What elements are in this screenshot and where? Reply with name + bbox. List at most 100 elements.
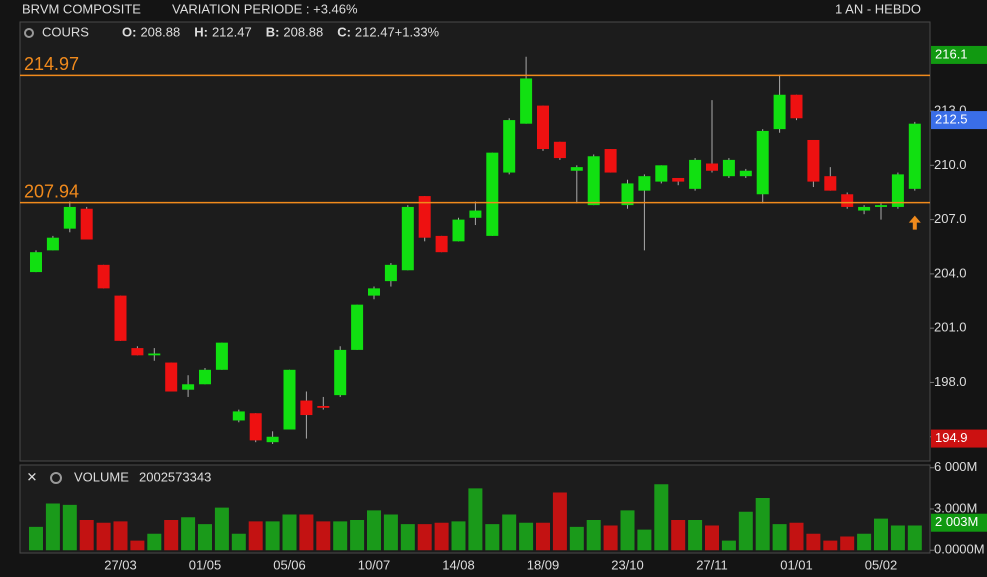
price-badge-label: 194.9: [935, 430, 968, 445]
candle-body: [587, 156, 600, 206]
volume-bar: [45, 503, 60, 551]
candle-body: [722, 159, 735, 177]
y-tick-label: 198.0: [934, 374, 967, 389]
candle-body: [30, 252, 42, 273]
candle-body: [97, 264, 110, 289]
candle-body: [604, 149, 617, 173]
volume-bar: [586, 520, 601, 551]
volume-bar: [198, 524, 212, 551]
candle-body: [824, 176, 837, 191]
volume-bar: [265, 521, 280, 551]
volume-bar: [907, 525, 922, 551]
candle-body: [435, 235, 448, 253]
candle-body: [672, 177, 685, 182]
close-icon[interactable]: ✕: [27, 469, 38, 484]
settings-icon[interactable]: [24, 28, 34, 38]
candle-body: [199, 369, 211, 385]
period[interactable]: 1 AN - HEBDO: [835, 1, 921, 16]
volume-bar: [772, 524, 787, 551]
volume-bar: [350, 520, 365, 551]
volume-badge: [931, 513, 987, 532]
volume-bar: [417, 524, 432, 551]
volume-bar: [552, 492, 567, 551]
volume-bar: [434, 522, 449, 551]
ohlc-key: B:: [266, 24, 280, 39]
volume-bar: [383, 514, 398, 551]
candle-body: [689, 159, 702, 189]
x-tick-label: 01/05: [189, 557, 222, 572]
x-tick-label: 10/07: [358, 557, 391, 572]
ohlc-value: 212.47+1.33%: [355, 24, 440, 39]
x-tick-label: 14/08: [442, 557, 475, 572]
candle-body: [655, 165, 668, 182]
candle-body: [469, 210, 482, 218]
candle-body: [46, 237, 59, 251]
up-arrow: [908, 215, 921, 230]
candle-body: [148, 353, 161, 356]
variation: VARIATION PERIODE : +3.46%: [172, 1, 358, 16]
candle-body: [807, 139, 820, 182]
candle-body: [317, 405, 330, 408]
ohlc-key: H:: [194, 24, 208, 39]
y-tick-label: 6 000M: [934, 459, 977, 474]
volume-bar: [248, 521, 263, 551]
candle-body: [266, 436, 279, 443]
candle-body: [165, 362, 178, 392]
x-tick-label: 27/11: [696, 557, 728, 572]
volume-bar: [113, 521, 128, 551]
candle-body: [638, 176, 651, 191]
y-tick-label: 0.0000M: [934, 542, 985, 557]
candle-body: [215, 342, 228, 370]
ohlc-value: 212.47: [212, 24, 252, 39]
ohlc-value: 208.88: [140, 24, 180, 39]
volume-bar: [282, 514, 297, 551]
x-tick-label: 05/06: [273, 557, 306, 572]
candle-body: [249, 413, 262, 441]
volume-bar: [79, 520, 94, 551]
ohlc-key: C:: [337, 24, 351, 39]
y-tick-label: 207.0: [934, 211, 967, 226]
volume-bar: [451, 521, 466, 551]
volume-bar: [620, 510, 635, 551]
volume-legend: VOLUME: [74, 469, 129, 484]
candle-body: [875, 205, 887, 207]
settings-icon[interactable]: [50, 472, 62, 484]
candle-body: [351, 304, 364, 350]
ohlc-key: O:: [122, 24, 136, 39]
volume-bar: [536, 522, 550, 551]
volume-bar: [874, 518, 888, 551]
volume-bar: [688, 520, 703, 551]
volume-bar: [231, 533, 246, 551]
volume-bar: [755, 498, 770, 551]
price-badge-label: 212.5: [935, 112, 968, 127]
volume-bar: [654, 484, 669, 551]
volume-bar: [485, 524, 500, 551]
volume-bar: [738, 511, 753, 551]
volume-bar: [147, 533, 162, 551]
volume-bar: [62, 504, 77, 551]
candle-body: [503, 120, 516, 173]
volume-bar: [333, 521, 348, 551]
candle-body: [452, 219, 465, 242]
volume-bar: [29, 526, 43, 551]
volume-bar: [823, 540, 838, 551]
candle-body: [570, 167, 583, 171]
candle-body: [418, 196, 431, 238]
volume-bar: [367, 510, 381, 551]
y-tick-label: 210.0: [934, 157, 967, 172]
candle-body: [63, 206, 76, 229]
candle-body: [114, 295, 127, 341]
candle-body: [756, 130, 769, 195]
volume-bar: [130, 540, 145, 551]
volume-bar: [705, 525, 719, 551]
candle-body: [739, 170, 752, 177]
x-tick-label: 27/03: [104, 557, 137, 572]
y-tick-label: 204.0: [934, 265, 967, 280]
candle-body: [520, 78, 533, 124]
candle-body: [300, 400, 313, 416]
volume-bar: [603, 525, 618, 551]
price-badge-label: 216.1: [935, 46, 968, 61]
price-badge: [931, 111, 987, 130]
candle-body: [232, 411, 245, 421]
volume-bar: [671, 520, 686, 551]
